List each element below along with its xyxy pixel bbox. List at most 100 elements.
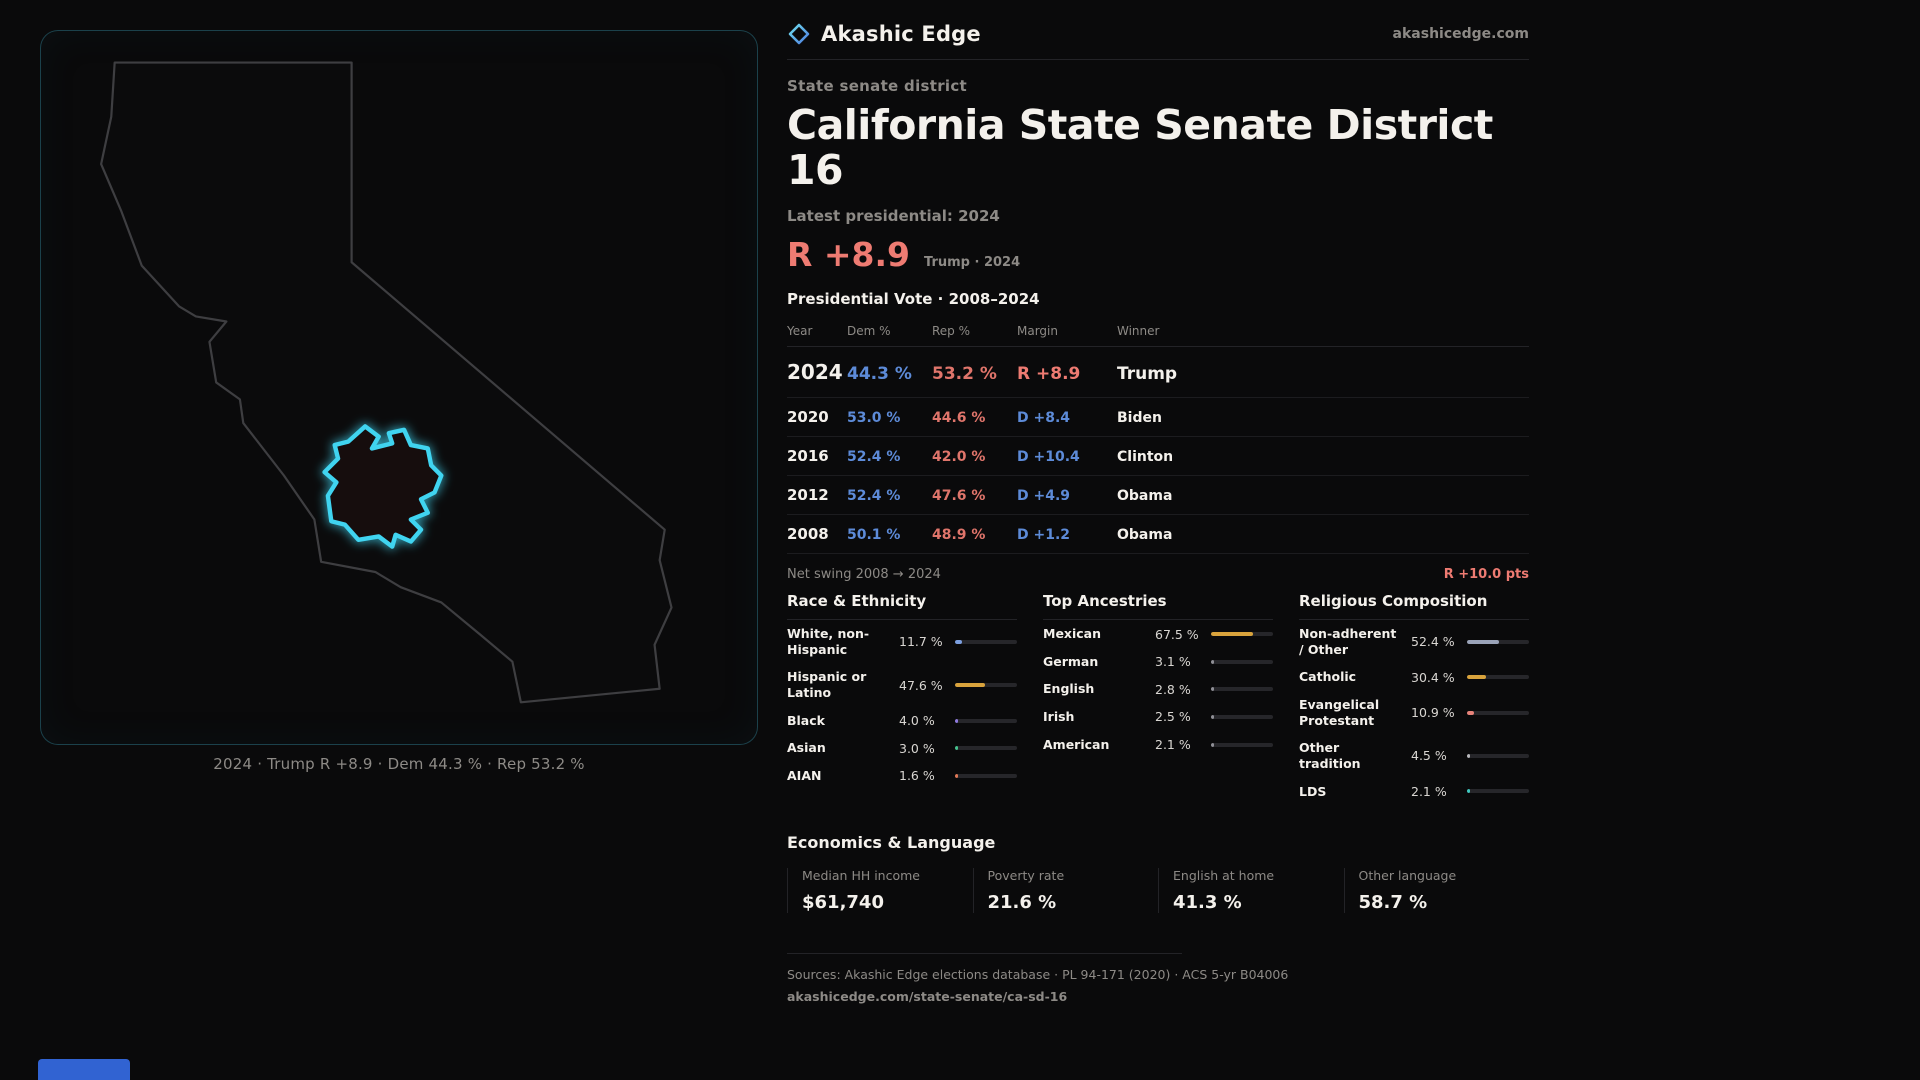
demo-column-title: Race & Ethnicity bbox=[787, 592, 1017, 621]
demo-bar bbox=[955, 746, 1017, 751]
vote-col-header: Winner bbox=[1117, 324, 1160, 339]
vote-table-title: Presidential Vote · 2008–2024 bbox=[787, 290, 1040, 309]
demo-label: Hispanic or Latino bbox=[787, 669, 867, 701]
vote-cell: 2020 bbox=[787, 408, 829, 427]
demo-value: 2.1 % bbox=[1411, 783, 1447, 799]
demo-label: Non-adherent / Other bbox=[1299, 626, 1397, 657]
demo-row: Mexican 67.5 % bbox=[1043, 620, 1273, 648]
demo-row: AIAN 1.6 % bbox=[787, 762, 1017, 790]
map-caption: 2024 · Trump R +8.9 · Dem 44.3 % · Rep 5… bbox=[213, 755, 585, 773]
bottom-left-blue-fragment bbox=[38, 1059, 130, 1080]
econ-stat-value: 21.6 % bbox=[987, 892, 1057, 914]
vote-cell: R +8.9 bbox=[1017, 364, 1081, 385]
demo-label: English bbox=[1043, 681, 1095, 697]
district-map-panel bbox=[40, 30, 758, 745]
brand-domain-link[interactable]: akashicedge.com bbox=[1392, 26, 1529, 42]
brand: Akashic Edge bbox=[787, 22, 981, 46]
demo-bar bbox=[1467, 753, 1529, 758]
demo-bar bbox=[1467, 710, 1529, 715]
vote-row-2012: 2012 52.4 % 47.6 % D +4.9 Obama bbox=[787, 476, 1529, 516]
demo-value: 47.6 % bbox=[899, 677, 943, 693]
demo-row: Evangelical Protestant 10.9 % bbox=[1299, 691, 1529, 734]
demo-value: 30.4 % bbox=[1411, 669, 1455, 685]
demo-label: Asian bbox=[787, 740, 826, 756]
vote-cell: 2016 bbox=[787, 447, 829, 466]
vote-row-2008: 2008 50.1 % 48.9 % D +1.2 Obama bbox=[787, 515, 1529, 555]
permalink-link[interactable]: akashicedge.com/state-senate/ca-sd-16 bbox=[787, 989, 1068, 1005]
demo-row: Black 4.0 % bbox=[787, 707, 1017, 735]
vote-cell: 47.6 % bbox=[932, 488, 986, 505]
demo-bar bbox=[1211, 742, 1273, 747]
net-swing-value: R +10.0 pts bbox=[1443, 567, 1529, 583]
vote-cell: Clinton bbox=[1117, 449, 1174, 466]
demo-column-title: Religious Composition bbox=[1299, 592, 1529, 621]
presidential-vote-table: Year Dem % Rep % Margin Winner 2024 44.3 % 53.… bbox=[787, 318, 1529, 555]
demo-row: Hispanic or Latino 47.6 % bbox=[787, 663, 1017, 706]
vote-cell: D +8.4 bbox=[1017, 410, 1071, 427]
vote-cell: Biden bbox=[1117, 410, 1162, 427]
demo-column: Race & Ethnicity White, non-Hispanic 11.7 … bbox=[787, 592, 1017, 805]
vote-cell: Trump bbox=[1117, 364, 1178, 385]
latest-presidential-label: Latest presidential: 2024 bbox=[787, 207, 1000, 226]
demo-row: English 2.8 % bbox=[1043, 675, 1273, 703]
demo-value: 11.7 % bbox=[899, 634, 943, 650]
demo-value: 2.5 % bbox=[1155, 709, 1191, 725]
vote-cell: 44.6 % bbox=[932, 410, 986, 427]
demo-value: 3.1 % bbox=[1155, 654, 1191, 670]
econ-stat-value: 58.7 % bbox=[1358, 892, 1428, 914]
demo-value: 10.9 % bbox=[1411, 705, 1455, 721]
demo-label: White, non-Hispanic bbox=[787, 626, 870, 657]
demo-row: American 2.1 % bbox=[1043, 731, 1273, 759]
demo-bar bbox=[955, 718, 1017, 723]
demo-label: Irish bbox=[1043, 709, 1075, 725]
demo-column-title: Top Ancestries bbox=[1043, 592, 1273, 621]
demo-label: American bbox=[1043, 736, 1110, 752]
vote-cell: D +1.2 bbox=[1017, 527, 1071, 544]
econ-stat-value: $61,740 bbox=[802, 892, 884, 914]
vote-cell: 2012 bbox=[787, 486, 829, 505]
demo-label: Evangelical Protestant bbox=[1299, 697, 1380, 728]
demo-bar bbox=[1467, 675, 1529, 680]
econ-stat: Other language 58.7 % bbox=[1343, 868, 1530, 914]
demo-label: Mexican bbox=[1043, 626, 1102, 642]
demo-label: LDS bbox=[1299, 783, 1327, 799]
demo-bar bbox=[1211, 632, 1273, 636]
vote-cell: 2024 bbox=[787, 360, 843, 385]
demo-bar bbox=[1467, 789, 1529, 794]
district-report: Akashic Edge akashicedge.com State senat… bbox=[787, 22, 1529, 1005]
headline-margin-row: R +8.9 Trump · 2024 bbox=[787, 235, 1529, 274]
demo-value: 4.5 % bbox=[1411, 748, 1447, 764]
demo-value: 2.8 % bbox=[1155, 681, 1191, 697]
econ-stat-label: Poverty rate bbox=[987, 868, 1065, 884]
economics-title: Economics & Language bbox=[787, 833, 996, 853]
vote-cell: Obama bbox=[1117, 488, 1173, 505]
demo-label: AIAN bbox=[787, 767, 822, 783]
vote-col-header: Dem % bbox=[847, 324, 891, 339]
vote-cell: 53.0 % bbox=[847, 410, 901, 427]
california-outline bbox=[100, 61, 673, 704]
demo-bar bbox=[955, 683, 1017, 688]
vote-cell: D +4.9 bbox=[1017, 488, 1071, 505]
vote-col-header: Year bbox=[787, 324, 813, 339]
brand-name: Akashic Edge bbox=[821, 22, 981, 46]
demo-bar bbox=[1211, 659, 1273, 664]
california-map bbox=[100, 61, 673, 704]
net-swing-row: Net swing 2008 → 2024 R +10.0 pts bbox=[787, 554, 1529, 586]
demo-label: Catholic bbox=[1299, 669, 1357, 685]
demo-row: Catholic 30.4 % bbox=[1299, 663, 1529, 691]
vote-cell: 48.9 % bbox=[932, 527, 986, 544]
demo-label: Other tradition bbox=[1299, 740, 1361, 771]
demo-value: 52.4 % bbox=[1411, 634, 1455, 650]
vote-row-2016: 2016 52.4 % 42.0 % D +10.4 Clinton bbox=[787, 437, 1529, 477]
economics-stats: Median HH income $61,740 Poverty rate 21.6 … bbox=[787, 868, 1530, 914]
sources-text: Sources: Akashic Edge elections database… bbox=[787, 967, 1289, 983]
demo-value: 2.1 % bbox=[1155, 737, 1191, 752]
vote-cell: D +10.4 bbox=[1017, 449, 1080, 466]
demo-row: Other tradition 4.5 % bbox=[1299, 734, 1529, 777]
demo-row: LDS 2.1 % bbox=[1299, 778, 1529, 806]
vote-cell: 52.4 % bbox=[847, 488, 901, 505]
footer-divider bbox=[787, 953, 1182, 955]
demo-row: White, non-Hispanic 11.7 % bbox=[787, 620, 1017, 663]
demo-row: Irish 2.5 % bbox=[1043, 703, 1273, 731]
vote-row-2024: 2024 44.3 % 53.2 % R +8.9 Trump bbox=[787, 347, 1529, 399]
